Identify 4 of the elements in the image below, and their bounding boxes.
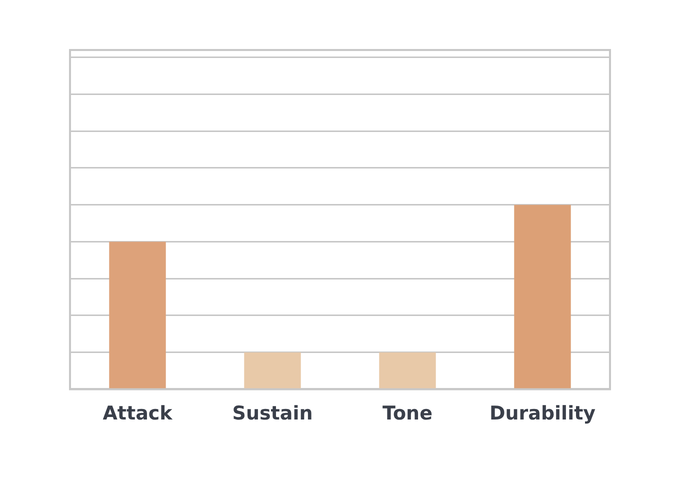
x-tick-label: Attack [102, 402, 173, 425]
x-tick-label: Durability [489, 402, 596, 425]
x-tick-label: Sustain [232, 402, 313, 425]
x-tick-label: Tone [382, 402, 432, 425]
